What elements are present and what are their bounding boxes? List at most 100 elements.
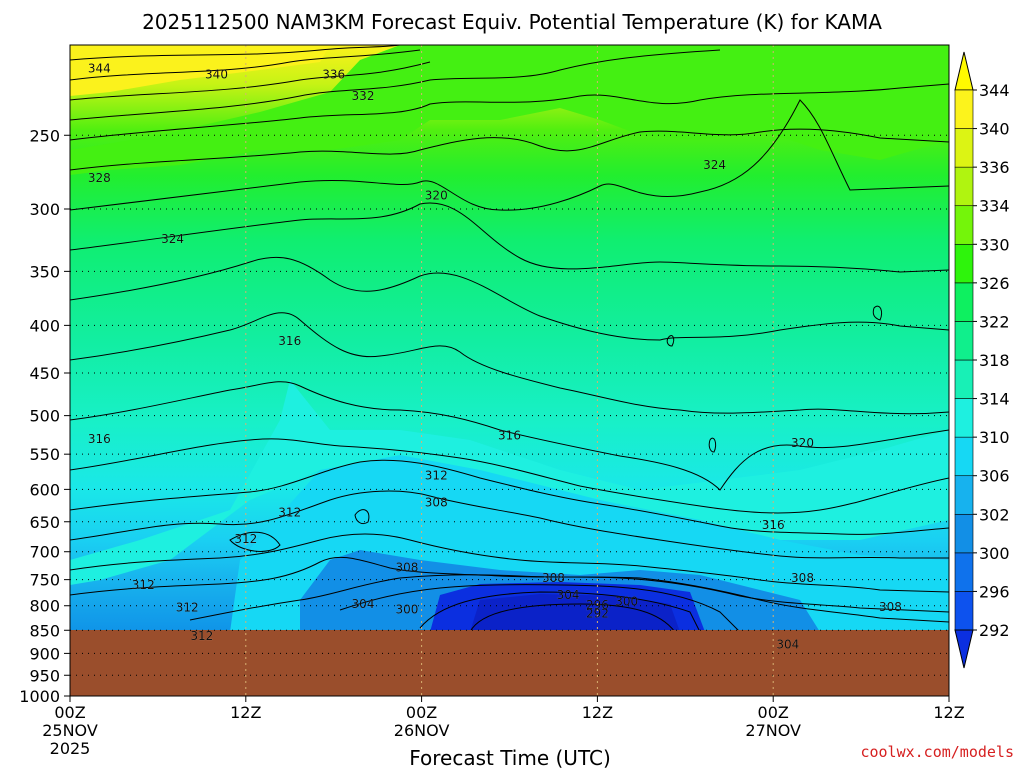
plot-area: 344 340 336 332 328 324 324 320 320 316 316 316 316 3… — [70, 45, 949, 696]
contour-label: 316 — [88, 432, 111, 446]
colorbar-label: 296 — [979, 582, 1010, 601]
colorbar-swatch — [954, 128, 974, 168]
contour-label: 328 — [88, 171, 111, 185]
contour-lines — [70, 45, 949, 633]
gridlines — [70, 45, 949, 696]
contour-label: 320 — [425, 188, 448, 202]
y-tick-label: 400 — [29, 316, 60, 335]
contour-label: 304 — [352, 597, 375, 611]
colorbar-label: 340 — [979, 120, 1010, 139]
chart-title: 2025112500 NAM3KM Forecast Equiv. Potent… — [142, 10, 882, 34]
cool-mid-layer — [70, 380, 949, 585]
contour-label: 332 — [352, 89, 375, 103]
contour-label: 312 — [176, 600, 199, 614]
x-tick-date: 27NOV — [745, 721, 801, 740]
contour-label: 312 — [425, 469, 448, 483]
colorbar-label: 326 — [979, 274, 1010, 293]
warm-upper-band — [70, 45, 330, 96]
cold-pool-core — [470, 594, 680, 632]
contour-label: 320 — [791, 436, 814, 450]
colorbar-swatch — [954, 243, 974, 284]
y-tick-label: 600 — [29, 480, 60, 499]
colorbar-label: 306 — [979, 467, 1010, 486]
green-upper-band — [70, 45, 949, 175]
colorbar-swatch — [954, 591, 974, 631]
y-tick-label: 1000 — [19, 687, 60, 706]
contour-label: 292 — [586, 606, 609, 620]
contour-label: 316 — [278, 334, 301, 348]
colorbar-label: 336 — [979, 158, 1010, 177]
x-tick-label: 12Z — [230, 703, 261, 722]
x-tick-label: 12Z — [933, 703, 964, 722]
contour-label: 308 — [791, 571, 814, 585]
colorbar-label: 330 — [979, 235, 1010, 254]
contour-label: 312 — [278, 505, 301, 519]
x-axis-label: Forecast Time (UTC) — [409, 746, 611, 768]
contour-labels: 344 340 336 332 328 324 324 320 320 316 316 316 316 3… — [88, 61, 902, 651]
y-tick-label: 250 — [29, 126, 60, 145]
colorbar-label: 302 — [979, 505, 1010, 524]
contour-label: 316 — [762, 518, 785, 532]
colorbar-label: 318 — [979, 351, 1010, 370]
x-tick-date: 26NOV — [394, 721, 450, 740]
y-tick-label: 900 — [29, 644, 60, 663]
colorbar-bottom-arrow — [954, 629, 974, 669]
x-tick-label: 00Z — [406, 703, 437, 722]
x-tick-date: 25NOV — [42, 721, 98, 740]
colorbar-label: 310 — [979, 428, 1010, 447]
colorbar-label: 334 — [979, 197, 1010, 216]
contour-label: 324 — [161, 232, 184, 246]
ground-below-surface — [70, 630, 949, 696]
contour-label: 300 — [395, 602, 418, 616]
colorbar-swatch — [954, 552, 974, 592]
x-tick-label: 12Z — [582, 703, 613, 722]
colorbar-label: 292 — [979, 621, 1010, 640]
y-tick-label: 500 — [29, 407, 60, 426]
contour-label: 308 — [425, 496, 448, 510]
contour-label: 324 — [703, 158, 726, 172]
colorbar-swatch — [954, 89, 974, 129]
y-tick-label: 700 — [29, 543, 60, 562]
colorbar-label: 300 — [979, 544, 1010, 563]
x-tick-label: 00Z — [54, 703, 85, 722]
contour-label: 308 — [542, 571, 565, 585]
colorbar-swatch — [954, 166, 974, 207]
contour-label: 340 — [205, 67, 228, 81]
colorbar-swatch — [954, 513, 974, 554]
contour-label: 336 — [322, 67, 345, 81]
contour-label: 304 — [557, 588, 580, 602]
x-tick-year: 2025 — [50, 739, 91, 758]
contour-label: 300 — [615, 595, 638, 609]
y-tick-label: 650 — [29, 513, 60, 532]
y-tick-label: 350 — [29, 262, 60, 281]
colorbar-swatch — [954, 475, 974, 515]
contour-label: 312 — [190, 629, 213, 643]
y-tick-label: 300 — [29, 200, 60, 219]
colorbar-swatch — [954, 436, 974, 477]
contour-label: 308 — [395, 561, 418, 575]
contour-label: 296 — [586, 598, 609, 612]
contour-label: 308 — [879, 600, 902, 614]
contour-label: 312 — [234, 532, 257, 546]
colorbar-swatch — [954, 282, 974, 322]
y-tick-label: 750 — [29, 571, 60, 590]
colorbar-label: 314 — [979, 390, 1010, 409]
y-axis: 250 300 350 400 450 500 550 600 650 700 750 800 850 9… — [19, 126, 70, 706]
colorbar-swatch — [954, 398, 974, 438]
y-tick-label: 950 — [29, 666, 60, 685]
contour-label: 312 — [132, 578, 155, 592]
y-tick-label: 850 — [29, 621, 60, 640]
colorbar-label: 344 — [979, 81, 1010, 100]
contour-label: 304 — [776, 637, 799, 651]
plot-frame — [69, 44, 950, 697]
colorbar: 292 296 300 302 306 310 314 318 322 326 330 334 336 3… — [954, 51, 1010, 669]
contour-label: 316 — [498, 428, 521, 442]
colorbar-swatch — [954, 205, 974, 245]
colorbar-swatch — [954, 321, 974, 361]
y-tick-label: 550 — [29, 445, 60, 464]
x-tick-label: 00Z — [758, 703, 789, 722]
y-tick-label: 800 — [29, 597, 60, 616]
colorbar-swatch — [954, 359, 974, 399]
